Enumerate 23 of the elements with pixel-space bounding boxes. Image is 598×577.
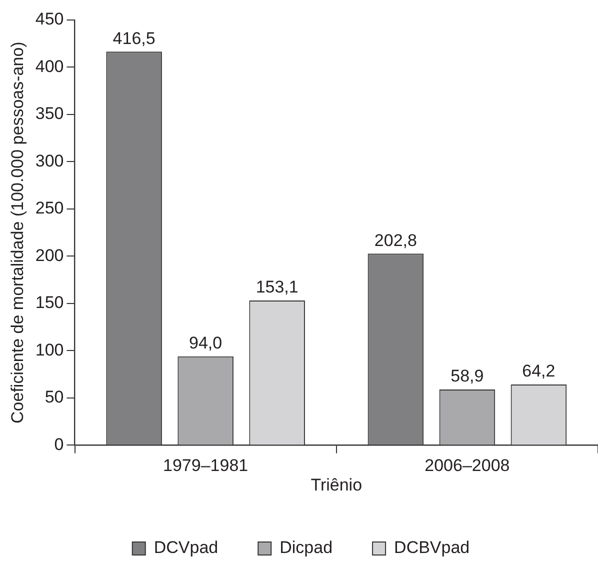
- y-tick-label: 450: [35, 10, 64, 29]
- y-tick-label: 200: [35, 246, 64, 265]
- y-tick-label: 300: [35, 151, 64, 170]
- x-tick-label: 1979–1981: [163, 456, 248, 476]
- data-label: 153,1: [256, 278, 298, 297]
- legend-label: DCVpad: [154, 538, 218, 558]
- data-label: 202,8: [374, 230, 417, 250]
- x-axis-title: Triênio: [310, 475, 362, 494]
- y-tick-label: 50: [44, 388, 64, 407]
- y-tick-label: 0: [54, 434, 64, 454]
- data-label: 64,2: [522, 362, 556, 381]
- data-label: 94,0: [189, 334, 222, 353]
- x-tick-label: 2006–2008: [424, 456, 510, 476]
- data-label: 58,9: [450, 366, 484, 386]
- y-tick-label: 350: [35, 104, 64, 124]
- legend-label: Dicpad: [280, 538, 333, 558]
- y-tick-label: 250: [35, 198, 64, 218]
- y-tick-label: 100: [35, 340, 64, 360]
- legend-label: DCBVpad: [394, 538, 470, 558]
- y-tick-label: 400: [35, 56, 64, 76]
- data-label: 416,5: [112, 28, 156, 48]
- y-axis-title: Coeficiente de mortalidade (100.000 pessoas-ano): [8, 42, 27, 424]
- y-tick-label: 150: [35, 293, 64, 312]
